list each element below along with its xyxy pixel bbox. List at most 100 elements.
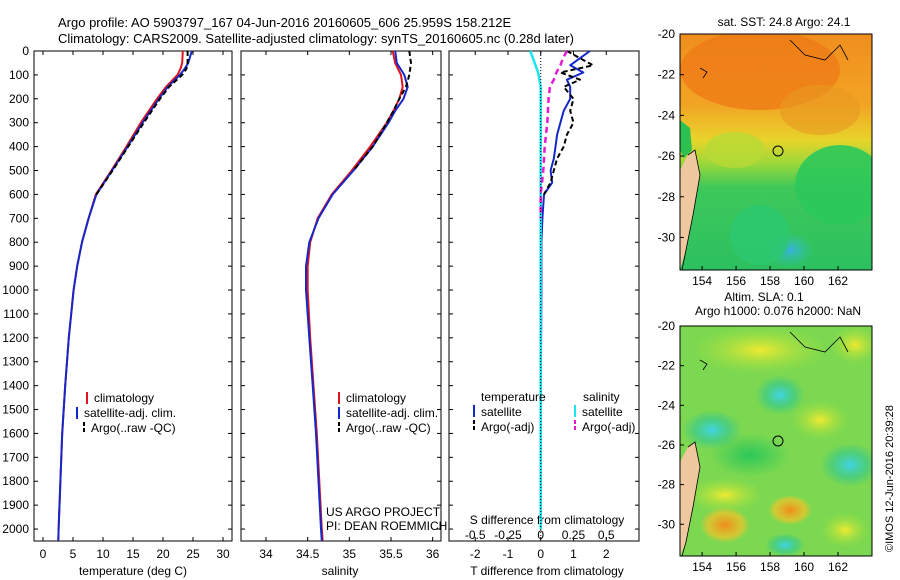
legend-label-t-satellite: satellite bbox=[481, 405, 522, 419]
legend-label-climatology: climatology bbox=[346, 391, 406, 405]
project-annotation: US ARGO PROJECT bbox=[326, 505, 441, 519]
salinity-tick-label: 35 bbox=[343, 547, 357, 561]
sst-map-axes: -20 -22 -24 -26 -28 -30 154 156 158 160 162 bbox=[658, 27, 849, 288]
temperature-satellite-line bbox=[57, 50, 193, 542]
legend-label-satellite: satellite-adj. clim. bbox=[84, 406, 176, 420]
depth-tick-label: 200 bbox=[9, 92, 29, 106]
salinity-satellite-line bbox=[305, 50, 409, 542]
salinity-argo-line bbox=[352, 50, 412, 172]
difference-xlabel-top: S difference from climatology bbox=[470, 513, 625, 527]
depth-tick-label: 100 bbox=[9, 68, 29, 82]
difference-t-tick-label: 1 bbox=[570, 547, 577, 561]
temperature-tick-label: 25 bbox=[186, 547, 200, 561]
map-lon-label: 160 bbox=[794, 274, 814, 288]
temperature-series bbox=[57, 50, 193, 542]
salinity-xlabel: salinity bbox=[322, 564, 359, 578]
map-lon-label: 156 bbox=[726, 560, 746, 574]
temperature-tick-label: 20 bbox=[156, 547, 170, 561]
depth-tick-label: 0 bbox=[22, 44, 29, 58]
map-lat-label: -28 bbox=[658, 478, 676, 492]
argo-position-marker bbox=[772, 435, 784, 447]
salinity-tick-label: 34 bbox=[259, 547, 273, 561]
depth-tick-label: 400 bbox=[9, 140, 29, 154]
diff-s-satellite-line bbox=[529, 50, 542, 529]
map-lon-label: 154 bbox=[692, 274, 712, 288]
figure-title-line1: Argo profile: AO 5903797_167 04-Jun-2016… bbox=[58, 15, 512, 30]
diff-t-argo-line bbox=[543, 50, 595, 195]
depth-tick-label: 2000 bbox=[2, 522, 29, 536]
map-lon-label: 158 bbox=[760, 274, 780, 288]
difference-xlabel: T difference from climatology bbox=[470, 564, 624, 578]
difference-legend: temperature salinity satellite Argo(-adj… bbox=[473, 390, 635, 434]
depth-tick-label: 1400 bbox=[2, 379, 29, 393]
temperature-legend: climatology satellite-adj. clim. Argo(..… bbox=[76, 391, 176, 435]
temperature-tick-label: 10 bbox=[96, 547, 110, 561]
temperature-climatology-line bbox=[57, 50, 184, 542]
depth-tick-label: 700 bbox=[9, 211, 29, 225]
legend-label-t-argo: Argo(-adj) bbox=[481, 420, 534, 434]
difference-t-tick-label: -1 bbox=[503, 547, 514, 561]
legend-label-s-argo: Argo(-adj) bbox=[582, 420, 635, 434]
temperature-x-axis: 0 5 10 15 20 25 30 bbox=[40, 51, 230, 561]
sla-map-axes: -20 -22 -24 -26 -28 -30 154 156 158 160 162 bbox=[658, 319, 849, 574]
depth-tick-label: 300 bbox=[9, 116, 29, 130]
diff-s-argo-line bbox=[539, 50, 568, 219]
depth-tick-label: 800 bbox=[9, 235, 29, 249]
sla-map-title2: Argo h1000: 0.076 h2000: NaN bbox=[695, 304, 861, 318]
argo-position-marker bbox=[772, 145, 784, 157]
map-lat-label: -30 bbox=[658, 517, 676, 531]
depth-tick-label: 1900 bbox=[2, 498, 29, 512]
depth-tick-label: 1300 bbox=[2, 355, 29, 369]
sst-map bbox=[680, 34, 872, 270]
map-lon-label: 154 bbox=[692, 560, 712, 574]
map-lat-label: -20 bbox=[658, 27, 676, 41]
map-lon-label: 160 bbox=[794, 560, 814, 574]
difference-t-tick-label: 0 bbox=[537, 547, 544, 561]
temperature-argo-line bbox=[95, 51, 189, 195]
difference-series bbox=[529, 50, 595, 529]
legend-title-salinity: salinity bbox=[583, 390, 620, 404]
difference-panel bbox=[448, 50, 640, 542]
temperature-tick-label: 0 bbox=[40, 547, 47, 561]
map-lat-label: -26 bbox=[658, 149, 676, 163]
depth-tick-label: 1200 bbox=[2, 331, 29, 345]
difference-s-tick-label: 0.25 bbox=[562, 528, 586, 542]
map-lat-label: -20 bbox=[658, 319, 676, 333]
figure-title-line2: Climatology: CARS2009. Satellite-adjuste… bbox=[58, 31, 574, 46]
sla-map-title1: Altim. SLA: 0.1 bbox=[724, 290, 804, 304]
temperature-xlabel: temperature (deg C) bbox=[79, 564, 187, 578]
salinity-legend: climatology satellite-adj. clim. Argo(..… bbox=[338, 391, 438, 435]
map-lat-label: -24 bbox=[658, 108, 676, 122]
map-lon-label: 162 bbox=[828, 274, 848, 288]
salinity-tick-label: 35.5 bbox=[379, 547, 403, 561]
temperature-tick-label: 30 bbox=[216, 547, 230, 561]
sst-map-title: sat. SST: 24.8 Argo: 24.1 bbox=[718, 15, 851, 29]
map-lat-label: -30 bbox=[658, 230, 676, 244]
legend-label-climatology: climatology bbox=[94, 391, 154, 405]
difference-s-tick-label: 0.5 bbox=[598, 528, 615, 542]
sla-map bbox=[680, 326, 872, 556]
depth-tick-label: 1600 bbox=[2, 426, 29, 440]
legend-label-argo: Argo(..raw -QC) bbox=[346, 421, 431, 435]
map-lat-label: -22 bbox=[658, 359, 676, 373]
depth-tick-label: 500 bbox=[9, 164, 29, 178]
difference-t-tick-label: -2 bbox=[470, 547, 481, 561]
map-lon-label: 158 bbox=[760, 560, 780, 574]
imos-timestamp: ©IMOS 12-Jun-2016 20:39:28 bbox=[884, 405, 896, 552]
map-lon-label: 162 bbox=[828, 560, 848, 574]
salinity-tick-label: 36 bbox=[426, 547, 440, 561]
difference-t-tick-label: 2 bbox=[603, 547, 610, 561]
depth-axis: 0 100 200 300 400 500 600 700 800 900 1000 1100 1200… bbox=[2, 44, 639, 536]
legend-label-satellite: satellite-adj. clim. bbox=[346, 406, 438, 420]
depth-tick-label: 1700 bbox=[2, 450, 29, 464]
map-lat-label: -28 bbox=[658, 190, 676, 204]
depth-tick-label: 900 bbox=[9, 259, 29, 273]
legend-label-s-satellite: satellite bbox=[582, 405, 623, 419]
depth-tick-label: 600 bbox=[9, 187, 29, 201]
temperature-tick-label: 15 bbox=[126, 547, 140, 561]
salinity-tick-label: 34.5 bbox=[296, 547, 320, 561]
salinity-series bbox=[305, 50, 412, 542]
depth-tick-label: 1800 bbox=[2, 474, 29, 488]
difference-s-tick-label: -0.5 bbox=[465, 528, 486, 542]
